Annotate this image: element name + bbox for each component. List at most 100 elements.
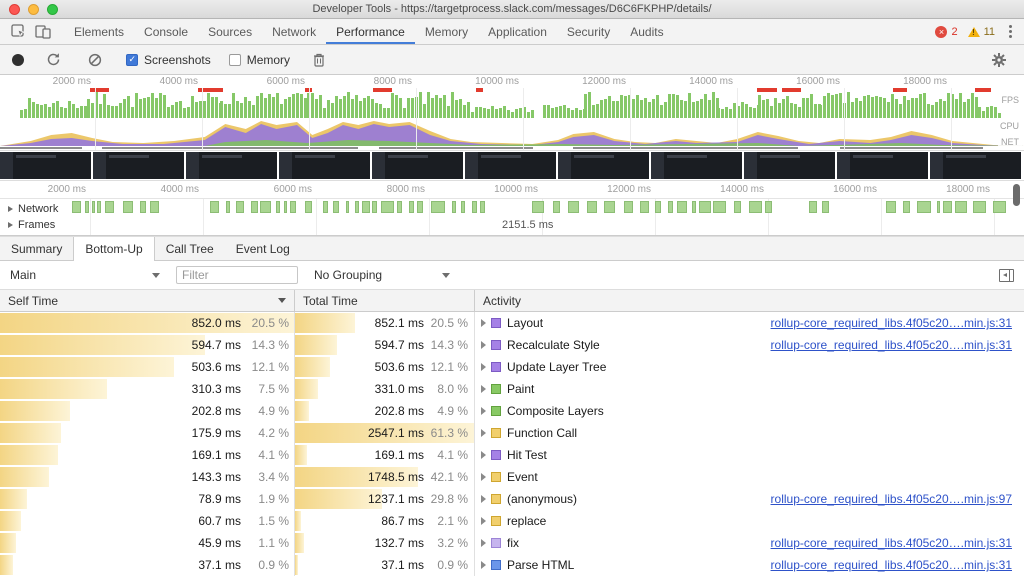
expand-arrow-icon[interactable] xyxy=(481,385,486,393)
frame-bar[interactable] xyxy=(973,201,986,213)
frame-bar[interactable] xyxy=(150,201,159,213)
expand-arrow-icon[interactable] xyxy=(481,517,486,525)
frame-bar[interactable] xyxy=(655,201,661,213)
column-header-self-time[interactable]: Self Time xyxy=(0,290,295,311)
table-row[interactable]: 310.3 ms 7.5 % 331.0 ms 8.0 % Paint xyxy=(0,378,1024,400)
source-link[interactable]: rollup-core_required_libs.4f05c20….min.j… xyxy=(770,558,1012,572)
frame-bar[interactable] xyxy=(381,201,394,213)
more-menu-icon[interactable] xyxy=(1005,23,1016,40)
screenshot-thumbnail[interactable] xyxy=(651,152,742,179)
frame-bar[interactable] xyxy=(765,201,772,213)
frame-bar[interactable] xyxy=(587,201,597,213)
screenshot-thumbnail[interactable] xyxy=(744,152,835,179)
frame-bar[interactable] xyxy=(822,201,829,213)
tab-call-tree[interactable]: Call Tree xyxy=(165,241,214,256)
overview-pane[interactable]: FPS CPU NET 2000 ms 4000 ms 6000 ms 8000 ms… xyxy=(0,75,1024,151)
tab-security[interactable]: Security xyxy=(566,24,611,39)
screenshot-thumbnail[interactable] xyxy=(0,152,91,179)
flame-ruler[interactable]: 2000 ms 4000 ms 6000 ms 8000 ms 10000 ms 1200… xyxy=(0,181,1024,199)
frame-bar[interactable] xyxy=(260,201,271,213)
memory-checkbox[interactable] xyxy=(228,53,241,66)
screenshot-thumbnail[interactable] xyxy=(558,152,649,179)
table-row[interactable]: 594.7 ms 14.3 % 594.7 ms 14.3 % Recalculate … xyxy=(0,334,1024,356)
frame-bar[interactable] xyxy=(749,201,762,213)
network-track-toggle[interactable]: Network xyxy=(4,202,63,215)
frame-bar[interactable] xyxy=(333,201,339,213)
screenshots-toggle[interactable]: Screenshots xyxy=(126,53,211,67)
table-row[interactable]: 202.8 ms 4.9 % 202.8 ms 4.9 % Composite Laye… xyxy=(0,400,1024,422)
source-link[interactable]: rollup-core_required_libs.4f05c20….min.j… xyxy=(770,492,1012,506)
frame-bar[interactable] xyxy=(210,201,219,213)
frame-bar[interactable] xyxy=(251,201,258,213)
expand-arrow-icon[interactable] xyxy=(481,539,486,547)
thread-select[interactable]: Main xyxy=(10,268,160,282)
device-toolbar-icon[interactable] xyxy=(32,21,54,43)
source-link[interactable]: rollup-core_required_libs.4f05c20….min.j… xyxy=(770,536,1012,550)
frame-bar[interactable] xyxy=(640,201,649,213)
expand-arrow-icon[interactable] xyxy=(481,429,486,437)
console-badges[interactable]: × 2 11 xyxy=(935,25,995,38)
frame-bar[interactable] xyxy=(937,201,940,213)
table-row[interactable]: 60.7 ms 1.5 % 86.7 ms 2.1 % replace xyxy=(0,510,1024,532)
expand-arrow-icon[interactable] xyxy=(481,473,486,481)
frame-bar[interactable] xyxy=(452,201,456,213)
column-header-activity[interactable]: Activity xyxy=(475,290,1024,311)
expand-arrow-icon[interactable] xyxy=(481,407,486,415)
expand-arrow-icon[interactable] xyxy=(481,341,486,349)
tab-console[interactable]: Console xyxy=(144,24,189,39)
frame-bar[interactable] xyxy=(955,201,967,213)
frame-bar[interactable] xyxy=(97,201,101,213)
tab-event-log[interactable]: Event Log xyxy=(235,241,290,256)
tab-network[interactable]: Network xyxy=(272,24,317,39)
screenshots-checkbox[interactable] xyxy=(126,53,138,66)
expand-arrow-icon[interactable] xyxy=(481,561,486,569)
source-link[interactable]: rollup-core_required_libs.4f05c20….min.j… xyxy=(770,316,1012,330)
frame-bar[interactable] xyxy=(305,201,312,213)
column-header-total-time[interactable]: Total Time xyxy=(295,290,475,311)
frame-bar[interactable] xyxy=(692,201,696,213)
tab-performance[interactable]: Performance xyxy=(326,19,415,44)
frame-bar[interactable] xyxy=(346,201,349,213)
frame-bar[interactable] xyxy=(624,201,633,213)
settings-gear-icon[interactable] xyxy=(988,49,1010,71)
frame-bar[interactable] xyxy=(480,201,485,213)
frame-bar[interactable] xyxy=(372,201,377,213)
frame-bar[interactable] xyxy=(668,201,673,213)
tab-application[interactable]: Application xyxy=(488,24,547,39)
table-row[interactable]: 169.1 ms 4.1 % 169.1 ms 4.1 % Hit Test xyxy=(0,444,1024,466)
frame-bar[interactable] xyxy=(677,201,687,213)
frame-bar[interactable] xyxy=(943,201,952,213)
frame-bar[interactable] xyxy=(323,201,328,213)
table-row[interactable]: 78.9 ms 1.9 % 1237.1 ms 29.8 % (anonymous) ro… xyxy=(0,488,1024,510)
frame-bar[interactable] xyxy=(123,201,133,213)
close-button[interactable] xyxy=(9,3,20,15)
frame-bar[interactable] xyxy=(92,201,95,213)
reload-icon[interactable] xyxy=(42,49,64,71)
tab-sources[interactable]: Sources xyxy=(208,24,253,39)
memory-toggle[interactable]: Memory xyxy=(228,53,290,67)
source-link[interactable]: rollup-core_required_libs.4f05c20….min.j… xyxy=(770,338,1012,352)
frame-bar[interactable] xyxy=(699,201,711,213)
frame-bar[interactable] xyxy=(993,201,1006,213)
expand-arrow-icon[interactable] xyxy=(481,495,486,503)
frame-bar[interactable] xyxy=(140,201,146,213)
frame-bar[interactable] xyxy=(431,201,445,213)
frames-track-toggle[interactable]: Frames xyxy=(4,218,60,231)
vertical-scrollbar-thumb[interactable] xyxy=(1013,184,1020,206)
expand-arrow-icon[interactable] xyxy=(481,319,486,327)
frame-bar[interactable] xyxy=(568,201,579,213)
frame-bar[interactable] xyxy=(409,201,414,213)
inspect-icon[interactable] xyxy=(8,21,30,43)
screenshot-thumbnail[interactable] xyxy=(93,152,184,179)
screenshot-thumbnail[interactable] xyxy=(837,152,928,179)
show-sidebar-icon[interactable] xyxy=(999,268,1014,282)
frame-bar[interactable] xyxy=(417,201,423,213)
frame-bar[interactable] xyxy=(713,201,726,213)
frame-bar[interactable] xyxy=(809,201,817,213)
frame-bar[interactable] xyxy=(72,201,81,213)
frame-bar[interactable] xyxy=(553,201,560,213)
tab-memory[interactable]: Memory xyxy=(424,24,469,39)
screenshot-thumbnail[interactable] xyxy=(930,152,1021,179)
screenshot-thumbnail[interactable] xyxy=(465,152,556,179)
record-button[interactable] xyxy=(12,53,24,66)
